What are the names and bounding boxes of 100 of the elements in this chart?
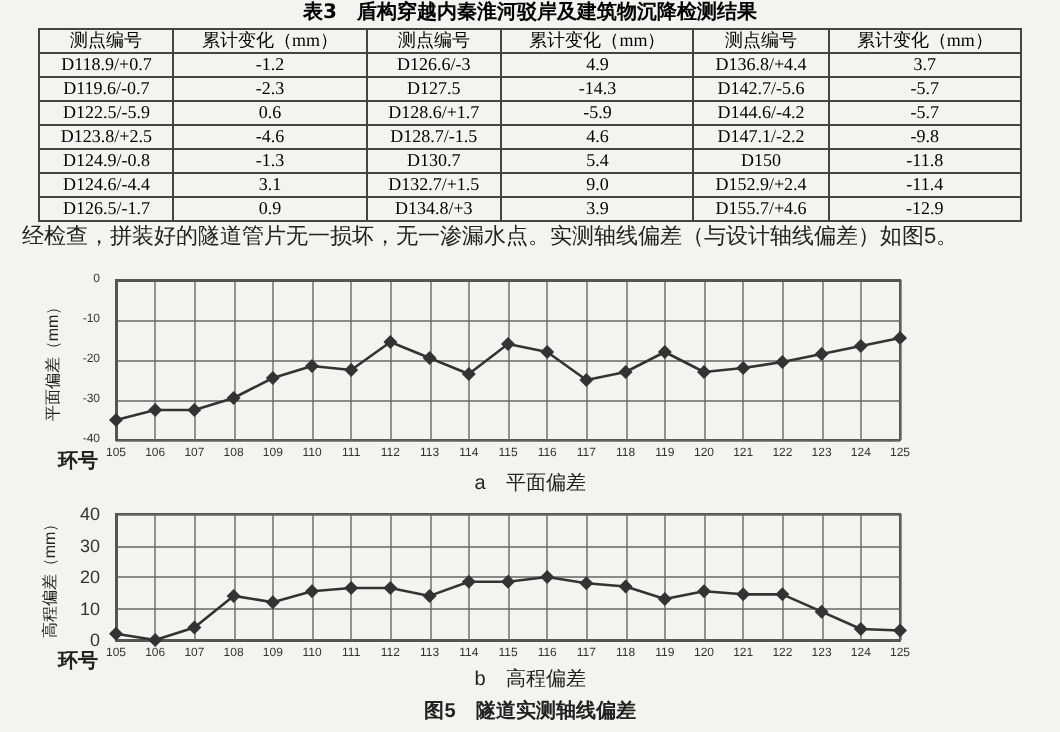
text: 9.0 <box>501 173 694 197</box>
point <box>579 373 594 387</box>
point <box>501 574 515 589</box>
text: D123.8/+2.5 <box>39 125 174 149</box>
point <box>226 588 241 603</box>
point <box>736 587 751 602</box>
text: D150 <box>693 149 829 173</box>
point <box>579 576 594 591</box>
text: D155.7/+4.6 <box>693 197 829 221</box>
text: D126.5/-1.7 <box>39 197 174 221</box>
text: -11.4 <box>828 173 1021 197</box>
y-axis-title: 高程偏差（mm） <box>41 515 60 639</box>
text: 表3 盾构穿越内秦淮河驳岸及建筑物沉降检测结果 <box>301 0 759 28</box>
point <box>461 367 476 381</box>
text: D136.8/+4.4 <box>693 53 829 77</box>
point <box>853 621 868 636</box>
point <box>265 595 280 610</box>
text: 测点编号 <box>366 29 502 53</box>
text: 3.1 <box>173 173 367 197</box>
text: -11.8 <box>828 149 1021 173</box>
point <box>109 626 123 641</box>
point <box>775 355 790 369</box>
point <box>109 413 123 427</box>
point <box>265 371 280 385</box>
text: 累计变化（mm） <box>173 29 367 53</box>
point <box>187 403 202 417</box>
text: -5.7 <box>828 77 1021 101</box>
text: -14.3 <box>501 77 694 101</box>
point <box>305 359 319 373</box>
text: D124.9/-0.8 <box>39 149 174 173</box>
point <box>775 587 790 602</box>
point <box>697 365 711 379</box>
x-axis-title: 环号 <box>56 449 98 473</box>
text: D126.6/-3 <box>366 53 502 77</box>
text: D128.6/+1.7 <box>366 101 502 125</box>
text: 4.9 <box>501 53 694 77</box>
x-axis-title: 环号 <box>56 649 98 673</box>
point <box>853 339 868 353</box>
y-tick-label: 20 <box>79 567 100 587</box>
text: 累计变化（mm） <box>828 29 1021 53</box>
point <box>540 345 555 359</box>
text: -2.3 <box>173 77 367 101</box>
text: 累计变化（mm） <box>501 29 694 53</box>
text: 0.9 <box>173 197 367 221</box>
y-tick-label: 40 <box>79 504 100 524</box>
point <box>736 361 751 375</box>
text: 测点编号 <box>39 29 174 53</box>
text: D122.5/-5.9 <box>39 101 174 125</box>
y-axis-title: 平面偏差（mm） <box>43 298 62 422</box>
text: -12.9 <box>828 197 1021 221</box>
point <box>148 403 163 417</box>
text: D124.6/-4.4 <box>39 173 174 197</box>
text: b 高程偏差 <box>474 667 586 691</box>
text: -4.6 <box>173 125 367 149</box>
caption: 图5 隧道实测轴线偏差 <box>424 699 636 723</box>
point <box>893 331 907 345</box>
point <box>226 391 241 405</box>
text: D134.8/+3 <box>366 197 502 221</box>
point <box>618 579 633 594</box>
point <box>540 570 555 584</box>
point <box>148 633 163 647</box>
text: 3.9 <box>501 197 694 221</box>
text: 0.6 <box>173 101 367 125</box>
text: 5.4 <box>501 149 694 173</box>
text: 4.6 <box>501 125 694 149</box>
point <box>383 335 398 349</box>
point <box>814 604 829 619</box>
point <box>697 584 711 599</box>
point <box>422 351 437 365</box>
point <box>657 592 672 607</box>
text: 3.7 <box>828 53 1021 77</box>
text: -1.2 <box>173 53 367 77</box>
text: D130.7 <box>366 149 502 173</box>
point <box>383 581 398 596</box>
point <box>893 623 907 638</box>
text: -5.9 <box>501 101 694 125</box>
point <box>344 581 359 596</box>
text: D127.5 <box>366 77 502 101</box>
text: D142.7/-5.6 <box>693 77 829 101</box>
point <box>814 347 829 361</box>
point <box>422 588 437 603</box>
text: D119.6/-0.7 <box>39 77 174 101</box>
text: D144.6/-4.2 <box>693 101 829 125</box>
text: -5.7 <box>828 101 1021 125</box>
point <box>461 574 476 589</box>
point <box>657 345 672 359</box>
point <box>305 584 319 599</box>
text: D147.1/-2.2 <box>693 125 829 149</box>
point <box>501 337 515 351</box>
text: 测点编号 <box>693 29 829 53</box>
point <box>618 365 633 379</box>
text: 经检查，拼装好的隧道管片无一损坏，无一渗漏水点。实测轴线偏差（与设计轴线偏差）如图5。 <box>22 223 959 249</box>
text: D132.7/+1.5 <box>366 173 502 197</box>
y-tick-label: 10 <box>79 598 100 619</box>
text: D118.9/+0.7 <box>39 53 174 77</box>
y-tick-label: 30 <box>79 535 100 556</box>
point <box>344 363 359 377</box>
text: -1.3 <box>173 149 367 173</box>
text: -9.8 <box>828 125 1021 149</box>
text: D152.9/+2.4 <box>693 173 829 197</box>
